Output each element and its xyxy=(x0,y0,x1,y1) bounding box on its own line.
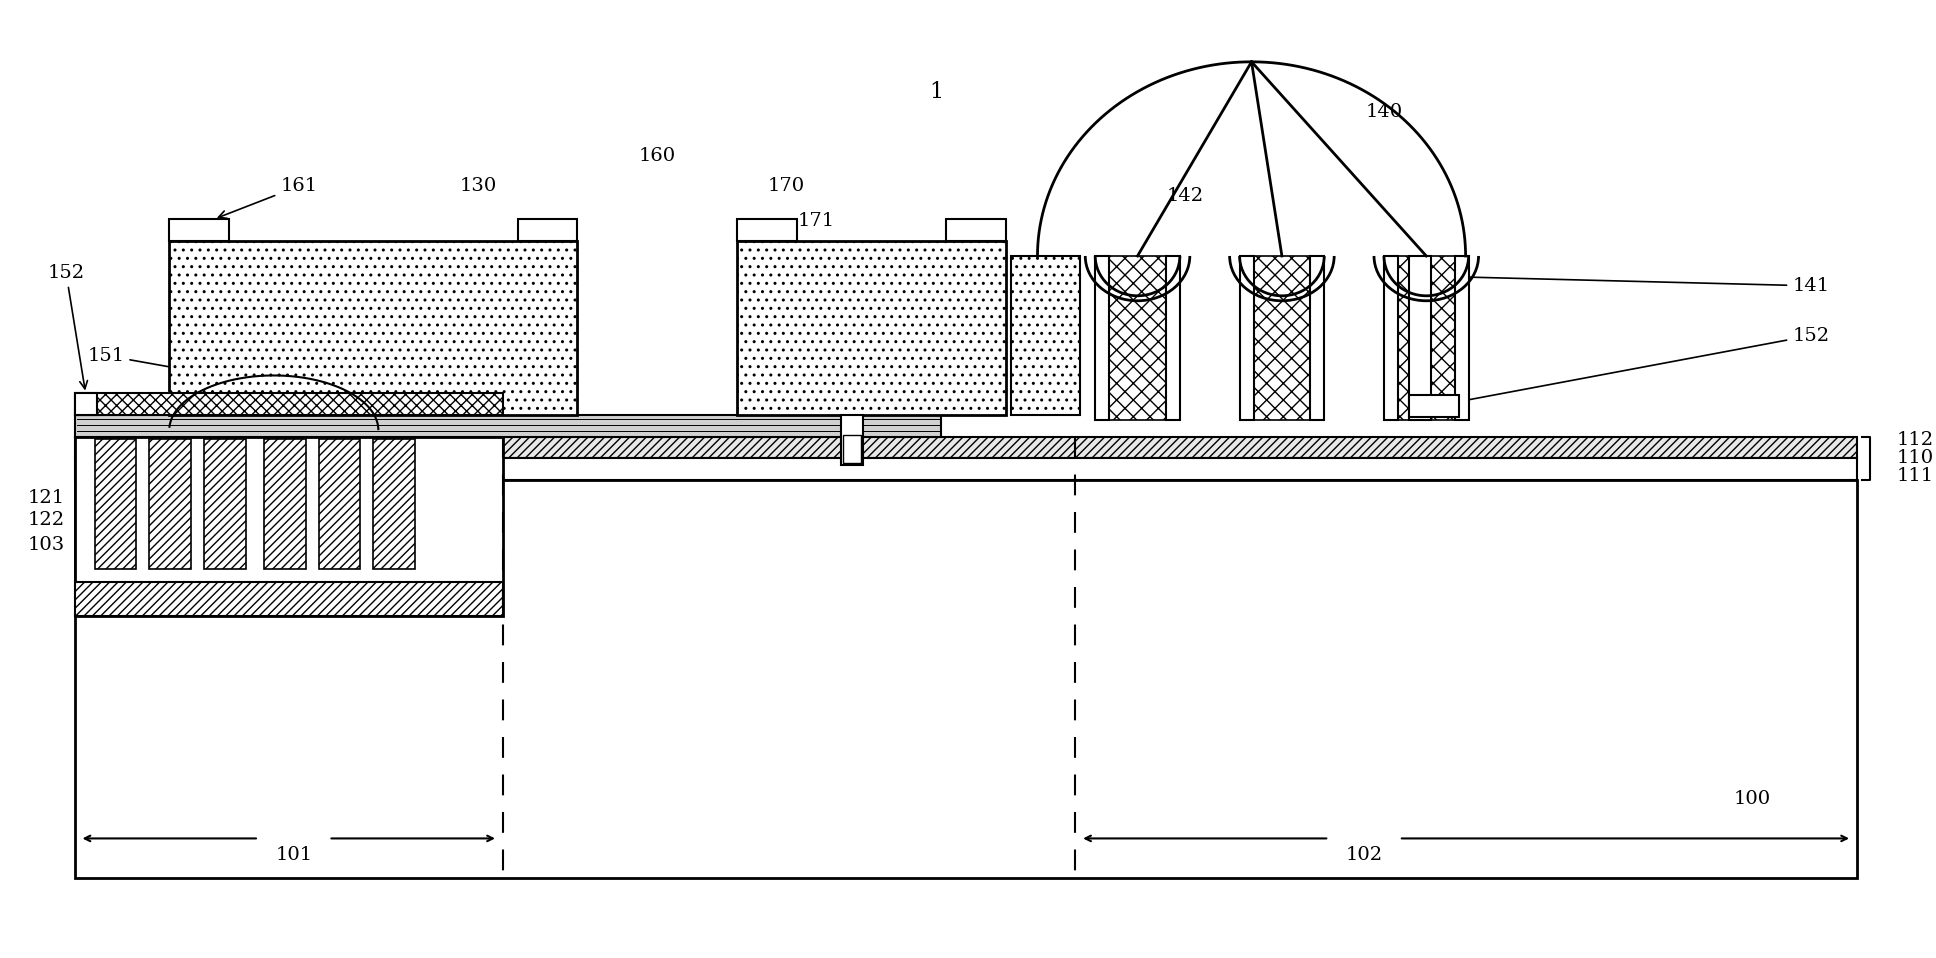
Bar xyxy=(1011,256,1080,415)
Bar xyxy=(738,219,796,241)
Bar xyxy=(149,439,192,569)
Bar xyxy=(76,437,1857,458)
Bar xyxy=(844,435,862,463)
Bar xyxy=(517,219,577,241)
Text: 103: 103 xyxy=(27,536,64,554)
Bar xyxy=(319,439,360,569)
Text: 101: 101 xyxy=(275,847,312,864)
Text: 152: 152 xyxy=(48,263,87,389)
Text: 111: 111 xyxy=(1897,467,1934,485)
Bar xyxy=(168,219,228,241)
Text: 141: 141 xyxy=(1425,272,1830,295)
Bar xyxy=(1398,256,1454,421)
Bar xyxy=(76,415,941,437)
Bar xyxy=(1253,256,1311,421)
Bar xyxy=(76,437,503,616)
Text: 140: 140 xyxy=(1365,103,1402,121)
Bar xyxy=(1384,256,1398,421)
Bar xyxy=(1165,256,1179,421)
Text: 121: 121 xyxy=(27,489,64,507)
Bar xyxy=(947,219,1005,241)
Text: 160: 160 xyxy=(639,148,676,166)
Text: 112: 112 xyxy=(1897,431,1934,449)
Bar xyxy=(1311,256,1324,421)
Bar xyxy=(1409,256,1431,421)
Text: 161: 161 xyxy=(219,177,318,218)
Bar xyxy=(738,241,1005,415)
Bar xyxy=(1409,396,1458,418)
Bar xyxy=(76,582,503,616)
Bar xyxy=(1096,256,1109,421)
Text: 102: 102 xyxy=(1346,847,1382,864)
Text: 171: 171 xyxy=(798,212,834,230)
Bar xyxy=(374,439,414,569)
Bar xyxy=(76,480,1857,878)
Text: 122: 122 xyxy=(27,511,64,529)
Text: 1: 1 xyxy=(929,80,943,103)
Bar xyxy=(76,394,97,415)
Bar xyxy=(842,415,863,465)
Bar xyxy=(203,439,246,569)
Text: 151: 151 xyxy=(87,347,269,387)
Bar xyxy=(168,241,577,415)
Text: 100: 100 xyxy=(1735,789,1771,808)
Bar xyxy=(76,458,1857,480)
Text: 120: 120 xyxy=(81,396,170,426)
Bar xyxy=(76,394,503,415)
Bar xyxy=(263,439,306,569)
Bar xyxy=(1109,256,1165,421)
Bar xyxy=(1454,256,1469,421)
Text: 110: 110 xyxy=(1897,449,1934,468)
Text: 170: 170 xyxy=(769,177,805,195)
Text: 130: 130 xyxy=(459,177,496,195)
Text: 152: 152 xyxy=(1438,327,1830,408)
Bar xyxy=(1239,256,1253,421)
Text: 142: 142 xyxy=(1165,187,1204,205)
Bar xyxy=(95,439,136,569)
